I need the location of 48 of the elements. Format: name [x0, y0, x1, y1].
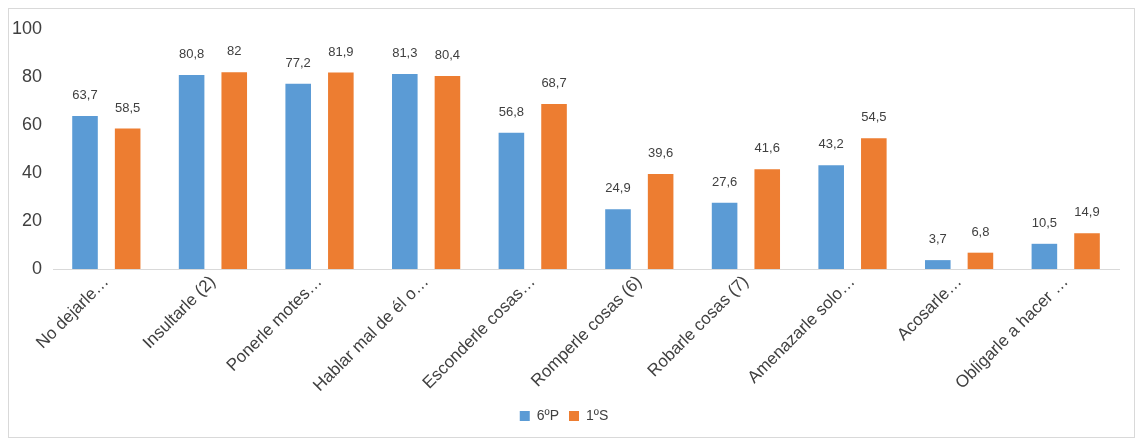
- data-label: 6,8: [971, 223, 990, 239]
- bar: [711, 202, 738, 269]
- bar: [861, 138, 887, 269]
- y-tick-label: 100: [11, 17, 43, 38]
- data-label: 43,2: [818, 136, 844, 152]
- bar: [1031, 243, 1058, 269]
- data-label: 27,6: [711, 173, 738, 189]
- bar: [328, 72, 354, 269]
- data-label: 58,5: [114, 99, 141, 115]
- y-tick-label: 20: [22, 209, 43, 230]
- bar: [221, 72, 248, 269]
- bar: [605, 209, 631, 269]
- data-label: 56,8: [498, 103, 525, 119]
- y-tick-label: 40: [22, 161, 43, 182]
- bar: [1074, 233, 1100, 269]
- bar: [392, 73, 418, 269]
- bar: [967, 252, 994, 269]
- data-label: 63,7: [72, 87, 98, 103]
- data-label: 81,3: [392, 44, 418, 60]
- bar: [924, 260, 951, 269]
- bar: [285, 83, 311, 269]
- bar: [754, 169, 781, 269]
- bar: [178, 75, 205, 269]
- y-tick-label: 60: [22, 113, 43, 134]
- bar: [647, 173, 674, 269]
- data-label: 81,9: [328, 43, 354, 59]
- y-tick-label: 80: [22, 65, 43, 86]
- data-label: 14,9: [1074, 204, 1100, 220]
- bar: [434, 76, 461, 269]
- data-label: 41,6: [754, 140, 780, 156]
- data-label: 80,8: [178, 46, 205, 62]
- bar: [114, 128, 141, 269]
- bar: [498, 132, 525, 269]
- legend-label: 1ºS: [586, 406, 609, 423]
- bar: [72, 116, 98, 269]
- data-label: 54,5: [861, 109, 887, 125]
- data-label: 82: [227, 43, 242, 59]
- legend-label: 6ºP: [536, 406, 560, 423]
- data-label: 77,2: [285, 54, 311, 70]
- data-label: 24,9: [605, 180, 631, 196]
- data-label: 10,5: [1031, 214, 1058, 230]
- data-label: 68,7: [541, 75, 567, 91]
- data-label: 39,6: [647, 145, 674, 161]
- bar: [541, 104, 567, 269]
- bar: [818, 165, 844, 269]
- y-tick-label: 0: [32, 257, 43, 278]
- data-label: 80,4: [434, 47, 461, 63]
- data-label: 3,7: [928, 231, 947, 247]
